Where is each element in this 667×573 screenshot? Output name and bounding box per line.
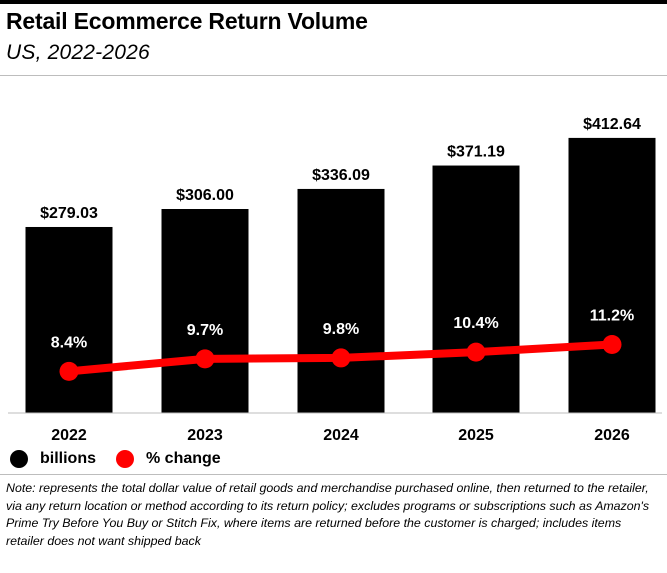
percent-label-2022: 8.4%: [51, 334, 87, 351]
legend-label-billions: billions: [40, 450, 96, 467]
legend: billions % change: [0, 450, 667, 472]
percent-point-2026: [602, 334, 622, 354]
bar-value-label-2022: $279.03: [40, 205, 98, 222]
x-tick-label-2022: 2022: [51, 427, 87, 444]
x-tick-label-2023: 2023: [187, 427, 223, 444]
bar-value-label-2025: $371.19: [447, 144, 505, 161]
header-divider: [0, 75, 667, 76]
percent-label-2023: 9.7%: [187, 322, 223, 339]
chart-subtitle: US, 2022-2026: [6, 41, 150, 64]
x-tick-label-2025: 2025: [458, 427, 494, 444]
percent-label-2025: 10.4%: [453, 315, 498, 332]
bar-2024: [297, 188, 385, 413]
chart-area: $279.03 $306.00 $336.09 $371.19 $412.64 2022 2…: [8, 116, 662, 444]
percent-point-2024: [331, 348, 351, 368]
percent-point-2023: [195, 349, 215, 369]
chart-title: Retail Ecommerce Return Volume: [6, 8, 368, 34]
bar-2023: [161, 209, 249, 413]
legend-swatch-percent-change: [116, 450, 134, 468]
bar-2025: [432, 165, 520, 413]
percent-label-2026: 11.2%: [590, 307, 634, 324]
percent-label-2024: 9.8%: [323, 321, 359, 338]
legend-swatch-billions: [10, 450, 28, 468]
percent-point-2022: [59, 361, 79, 381]
note-divider: [0, 474, 667, 475]
bar-2026: [568, 137, 656, 413]
bar-2022: [25, 226, 113, 413]
x-tick-label-2026: 2026: [594, 427, 630, 444]
percent-point-2025: [466, 342, 486, 362]
top-rule: [0, 0, 667, 4]
legend-label-percent-change: % change: [146, 450, 221, 467]
bar-value-label-2026: $412.64: [583, 116, 641, 133]
legend-item-percent-change: % change: [116, 450, 221, 468]
bar-value-label-2024: $336.09: [312, 167, 370, 184]
bar-value-label-2023: $306.00: [176, 187, 234, 204]
x-tick-label-2024: 2024: [323, 427, 359, 444]
legend-item-billions: billions: [10, 450, 96, 468]
footnote: Note: represents the total dollar value …: [6, 481, 650, 548]
